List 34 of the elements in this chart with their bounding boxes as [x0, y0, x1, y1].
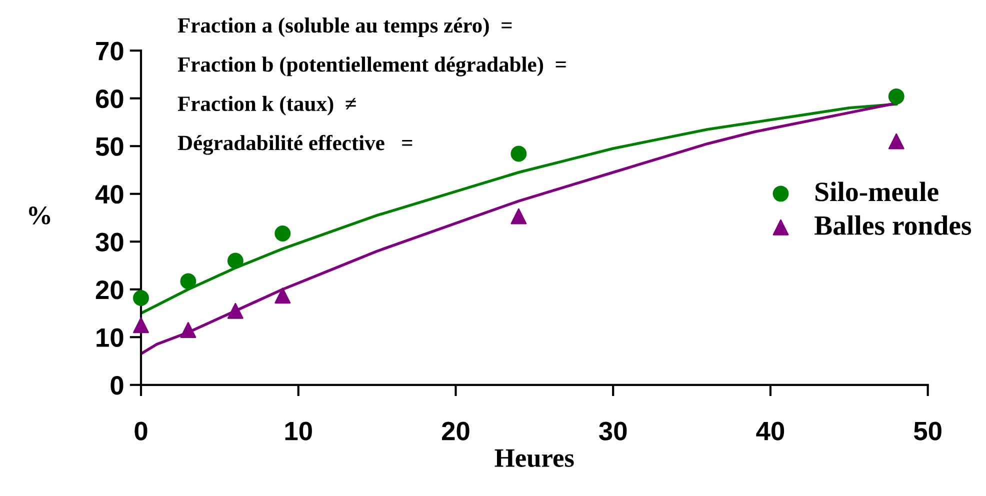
y-tick-label: 20	[96, 280, 124, 300]
x-tick-label: 30	[599, 422, 627, 440]
point	[510, 208, 527, 224]
x-tick-label: 10	[285, 422, 312, 440]
y-tick-label: 60	[96, 89, 124, 108]
annotation: Fraction k (taux) ≠	[178, 96, 356, 116]
legend-label: Balles rondes	[814, 215, 972, 235]
y-tick-label: 30	[96, 232, 124, 252]
point	[274, 288, 291, 304]
point	[133, 290, 149, 306]
point	[510, 146, 527, 162]
annotation: Fraction b (potentiellement dégradable) =	[178, 56, 566, 76]
y-tick-label: 10	[96, 328, 124, 347]
x-tick-label: 20	[442, 422, 470, 440]
point	[180, 273, 196, 290]
legend-label: Silo-meule	[816, 182, 938, 202]
text: Fraction a (soluble au temps zéro) =	[178, 18, 512, 38]
x-tick-label: 0	[134, 422, 148, 440]
x-tick-label: 40	[756, 422, 784, 440]
annotation: Dégradabilité effective =	[178, 134, 412, 155]
y-axis-title: %	[28, 206, 50, 224]
y-tick-label: 0	[110, 376, 124, 395]
point	[133, 317, 149, 334]
point	[180, 322, 196, 338]
point	[274, 226, 291, 242]
y-tick-label: 40	[95, 185, 124, 204]
x-tick-label: 50	[914, 422, 942, 440]
point	[888, 133, 904, 150]
y-tick-label: 50	[96, 137, 124, 156]
point	[227, 252, 244, 269]
y-tick-label: 70	[96, 42, 124, 60]
point	[888, 88, 904, 104]
x-axis-title: Heures	[494, 449, 574, 468]
point	[227, 302, 244, 319]
